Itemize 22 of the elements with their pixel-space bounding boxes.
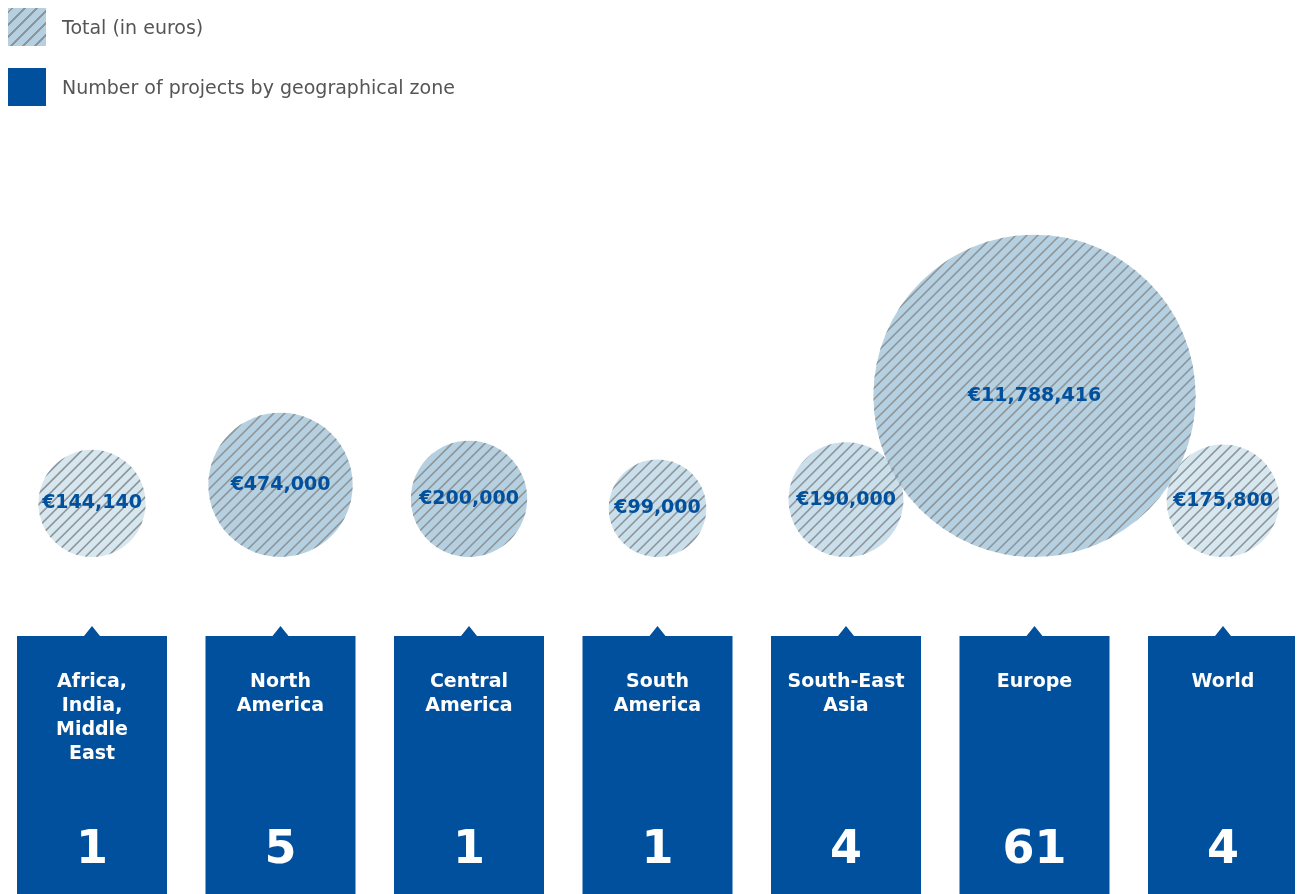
data-label: €474,000 — [229, 471, 331, 494]
data-label: €99,000 — [613, 495, 701, 518]
category-label: South-East Asia — [787, 668, 905, 715]
data-label: 4 — [829, 819, 863, 874]
category-label: North America — [236, 668, 325, 715]
category-label: Africa, India, Middle East — [55, 668, 129, 763]
category-label: Central America — [425, 668, 513, 715]
category-label: South America — [613, 668, 702, 715]
legend-label: Total (in euros) — [62, 16, 204, 38]
data-label: €175,800 — [1172, 487, 1273, 510]
category-label: World — [1191, 668, 1255, 691]
legend-label: Number of projects by geographical zone — [62, 76, 455, 98]
data-label: 5 — [264, 819, 297, 874]
data-label: €200,000 — [418, 485, 519, 508]
data-label: 1 — [641, 819, 674, 874]
data-label: 61 — [1002, 819, 1067, 874]
data-label: 1 — [452, 819, 486, 874]
category-label: Europe — [996, 668, 1073, 691]
data-label: €190,000 — [795, 486, 896, 509]
data-label: 4 — [1206, 819, 1240, 874]
data-label: 1 — [75, 819, 109, 874]
data-label: €144,140 — [41, 490, 142, 513]
